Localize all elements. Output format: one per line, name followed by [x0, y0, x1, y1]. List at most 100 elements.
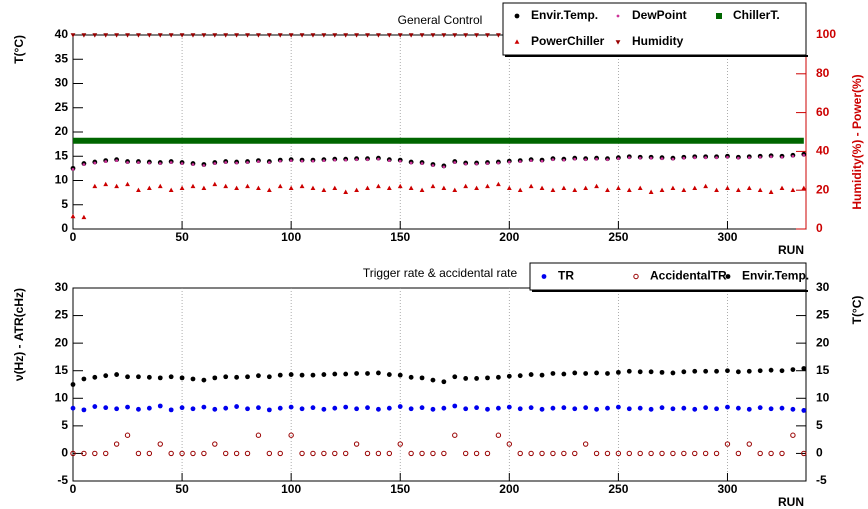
data-point — [408, 406, 414, 412]
legend-label: DewPoint — [632, 8, 687, 22]
data-point — [386, 185, 392, 191]
data-point — [506, 185, 512, 191]
data-point — [354, 406, 360, 412]
data-point — [113, 441, 120, 447]
y2-tick-label: 80 — [816, 66, 830, 80]
data-point — [637, 405, 643, 411]
data-point — [626, 450, 632, 457]
x-tick-label: 300 — [717, 482, 737, 496]
data-point — [408, 185, 414, 191]
data-point — [397, 183, 403, 189]
data-point — [322, 159, 326, 163]
data-point — [191, 163, 195, 166]
data-point — [442, 165, 446, 169]
y2-tick-label: 15 — [816, 363, 830, 377]
y-tick-label: 25 — [55, 308, 69, 322]
data-point — [277, 33, 283, 38]
x-tick-label: 200 — [499, 482, 519, 496]
x-tick-label: 150 — [390, 482, 410, 496]
data-point — [408, 450, 414, 457]
data-point — [441, 450, 447, 457]
data-point — [180, 162, 184, 165]
data-point — [190, 183, 196, 189]
y2-tick-label: 10 — [816, 390, 830, 404]
data-point — [169, 161, 173, 164]
data-point — [213, 162, 217, 165]
data-point — [70, 213, 76, 219]
data-point — [517, 187, 523, 192]
data-point — [757, 187, 763, 192]
data-point — [310, 372, 316, 378]
data-point — [496, 405, 501, 411]
data-point — [528, 405, 534, 411]
data-point — [70, 405, 76, 411]
data-point — [495, 432, 502, 438]
data-point — [92, 33, 98, 38]
data-point — [365, 33, 370, 38]
data-point — [431, 164, 435, 167]
data-point — [201, 377, 207, 383]
y-tick-label: 30 — [55, 76, 69, 90]
data-point — [497, 161, 500, 165]
data-point — [768, 367, 774, 373]
data-point — [463, 376, 469, 381]
data-point — [266, 407, 272, 413]
y-tick-label: 15 — [55, 363, 69, 377]
data-point — [288, 432, 294, 438]
data-point — [485, 406, 490, 412]
data-point — [561, 405, 567, 411]
x-tick-label: 100 — [281, 230, 301, 244]
data-point — [179, 33, 185, 38]
data-point — [115, 159, 119, 163]
y2-axis-label: Humidity(%) - Power(%) — [850, 74, 864, 209]
data-point — [386, 450, 393, 457]
data-point — [104, 160, 108, 163]
data-point — [321, 33, 327, 38]
data-point — [463, 183, 469, 189]
data-point — [790, 432, 796, 438]
data-point — [441, 379, 447, 385]
data-point — [615, 369, 621, 375]
data-point — [648, 189, 654, 194]
data-point — [288, 33, 294, 38]
data-point — [550, 187, 556, 192]
data-point — [266, 374, 272, 380]
data-point — [518, 160, 522, 163]
data-point — [408, 33, 414, 38]
data-point — [136, 187, 141, 192]
data-point — [606, 158, 609, 162]
data-point — [136, 374, 141, 380]
data-point — [801, 366, 807, 371]
data-point — [212, 441, 218, 447]
data-point — [474, 33, 479, 38]
data-point — [179, 405, 185, 411]
data-point — [103, 181, 109, 187]
data-point — [746, 406, 752, 412]
data-point — [681, 369, 687, 375]
data-point — [376, 406, 381, 412]
data-point — [561, 185, 567, 191]
data-point — [365, 371, 370, 376]
data-point — [736, 156, 740, 160]
data-point — [333, 158, 337, 162]
data-point — [714, 368, 719, 374]
data-point — [725, 368, 730, 374]
data-point — [659, 369, 665, 375]
x-tick-label: 200 — [499, 230, 519, 244]
data-point — [659, 187, 665, 192]
data-point — [419, 33, 425, 38]
data-point — [605, 187, 610, 192]
data-point — [735, 450, 742, 457]
data-point — [146, 185, 152, 191]
data-point — [157, 375, 163, 381]
data-point — [354, 187, 360, 192]
data-point — [179, 450, 185, 457]
y-tick-label: 0 — [61, 446, 68, 460]
legend-marker — [615, 40, 621, 45]
data-point — [93, 161, 97, 165]
data-point — [135, 450, 142, 457]
data-point — [735, 369, 741, 375]
data-point — [637, 185, 643, 191]
data-point — [398, 159, 402, 163]
data-point — [277, 183, 283, 189]
